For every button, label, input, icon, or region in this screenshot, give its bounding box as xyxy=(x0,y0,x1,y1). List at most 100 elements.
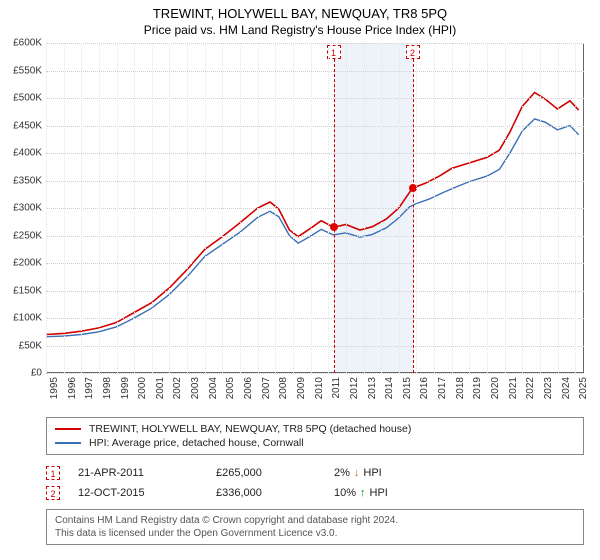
sales-row-date: 12-OCT-2015 xyxy=(78,487,198,499)
sale-flag: 2 xyxy=(406,45,420,59)
x-gridline xyxy=(258,43,259,373)
x-gridline xyxy=(275,43,276,373)
sales-row-delta: 10%↑HPI xyxy=(334,487,454,499)
x-gridline xyxy=(381,43,382,373)
x-gridline xyxy=(540,43,541,373)
x-tick-label: 2017 xyxy=(437,377,448,399)
delta-pct: 10% xyxy=(334,487,356,499)
y-tick-label: £550K xyxy=(13,65,42,76)
y-tick-label: £200K xyxy=(13,258,42,269)
sales-row: 2 12-OCT-2015 £336,000 10%↑HPI xyxy=(46,483,584,503)
y-tick-label: £150K xyxy=(13,285,42,296)
y-tick-label: £450K xyxy=(13,120,42,131)
x-gridline xyxy=(575,43,576,373)
x-tick-label: 2018 xyxy=(455,377,466,399)
delta-label: HPI xyxy=(370,487,388,499)
x-gridline xyxy=(434,43,435,373)
y-tick-label: £100K xyxy=(13,313,42,324)
x-tick-label: 2013 xyxy=(367,377,378,399)
chart-subtitle: Price paid vs. HM Land Registry's House … xyxy=(0,23,600,37)
x-gridline xyxy=(416,43,417,373)
x-gridline xyxy=(46,43,47,373)
delta-label: HPI xyxy=(363,467,381,479)
sales-row-date: 21-APR-2011 xyxy=(78,467,198,479)
y-tick-label: £300K xyxy=(13,203,42,214)
y-gridline xyxy=(46,71,584,72)
x-tick-label: 2011 xyxy=(331,377,342,399)
legend-swatch xyxy=(55,428,81,430)
y-gridline xyxy=(46,181,584,182)
x-gridline xyxy=(522,43,523,373)
x-tick-label: 1999 xyxy=(120,377,131,399)
x-tick-label: 2002 xyxy=(172,377,183,399)
x-gridline xyxy=(469,43,470,373)
footer-line-2: This data is licensed under the Open Gov… xyxy=(55,527,575,540)
sale-flag-line xyxy=(413,59,414,373)
sale-flag-line xyxy=(334,59,335,373)
y-gridline xyxy=(46,236,584,237)
legend-item: TREWINT, HOLYWELL BAY, NEWQUAY, TR8 5PQ … xyxy=(55,422,575,436)
y-tick-label: £600K xyxy=(13,38,42,49)
x-tick-label: 2014 xyxy=(384,377,395,399)
x-gridline xyxy=(311,43,312,373)
footer-line-1: Contains HM Land Registry data © Crown c… xyxy=(55,514,575,527)
x-tick-label: 2008 xyxy=(278,377,289,399)
x-gridline xyxy=(134,43,135,373)
x-tick-label: 2021 xyxy=(508,377,519,399)
x-tick-label: 2024 xyxy=(561,377,572,399)
x-tick-label: 2020 xyxy=(490,377,501,399)
y-gridline xyxy=(46,98,584,99)
x-gridline xyxy=(452,43,453,373)
x-tick-label: 2005 xyxy=(225,377,236,399)
x-gridline xyxy=(169,43,170,373)
x-gridline xyxy=(346,43,347,373)
legend-item: HPI: Average price, detached house, Corn… xyxy=(55,436,575,450)
x-gridline xyxy=(117,43,118,373)
chart-container: TREWINT, HOLYWELL BAY, NEWQUAY, TR8 5PQ … xyxy=(0,0,600,560)
y-gridline xyxy=(46,43,584,44)
x-gridline xyxy=(187,43,188,373)
sales-row: 121-APR-2011£265,0002%↓HPI xyxy=(46,463,584,483)
plot-area: £0£50K£100K£150K£200K£250K£300K£350K£400… xyxy=(46,43,584,373)
x-tick-label: 2023 xyxy=(543,377,554,399)
y-gridline xyxy=(46,208,584,209)
x-gridline xyxy=(293,43,294,373)
delta-pct: 2% xyxy=(334,467,350,479)
x-gridline xyxy=(64,43,65,373)
x-gridline xyxy=(399,43,400,373)
y-tick-label: £400K xyxy=(13,148,42,159)
x-gridline xyxy=(328,43,329,373)
y-gridline xyxy=(46,263,584,264)
y-tick-label: £500K xyxy=(13,93,42,104)
x-tick-label: 1996 xyxy=(67,377,78,399)
x-gridline xyxy=(81,43,82,373)
sale-marker-dot xyxy=(330,223,338,231)
y-tick-label: £0 xyxy=(31,368,42,379)
x-tick-label: 2022 xyxy=(525,377,536,399)
legend-swatch xyxy=(55,442,81,444)
x-gridline xyxy=(240,43,241,373)
x-gridline xyxy=(152,43,153,373)
x-tick-label: 2004 xyxy=(208,377,219,399)
x-tick-label: 2025 xyxy=(578,377,589,399)
y-tick-label: £50K xyxy=(19,340,42,351)
x-tick-label: 2003 xyxy=(190,377,201,399)
sales-row-price: £336,000 xyxy=(216,487,316,499)
legend-label: HPI: Average price, detached house, Corn… xyxy=(89,437,304,449)
sales-row-index: 2 xyxy=(46,486,60,500)
x-tick-label: 2007 xyxy=(261,377,272,399)
x-tick-label: 2019 xyxy=(472,377,483,399)
legend-label: TREWINT, HOLYWELL BAY, NEWQUAY, TR8 5PQ … xyxy=(89,423,411,435)
x-gridline xyxy=(487,43,488,373)
sales-row-index: 1 xyxy=(46,466,60,480)
y-gridline xyxy=(46,126,584,127)
x-gridline xyxy=(99,43,100,373)
arrow-down-icon: ↓ xyxy=(354,467,360,479)
x-gridline xyxy=(505,43,506,373)
x-tick-label: 2010 xyxy=(314,377,325,399)
x-gridline xyxy=(222,43,223,373)
x-tick-label: 1997 xyxy=(84,377,95,399)
y-gridline xyxy=(46,318,584,319)
y-tick-label: £350K xyxy=(13,175,42,186)
x-tick-label: 2016 xyxy=(419,377,430,399)
